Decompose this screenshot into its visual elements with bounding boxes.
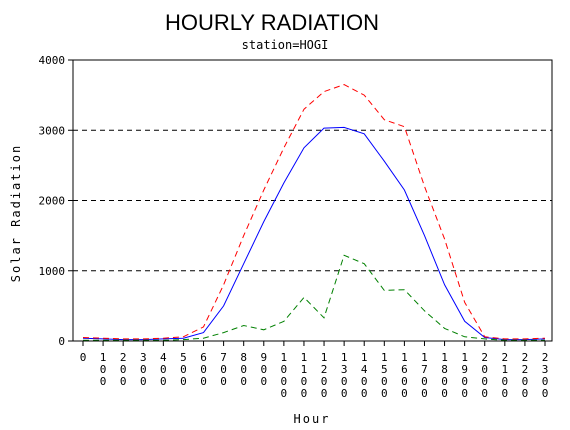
chart-title: HOURLY RADIATION [165, 10, 379, 35]
y-tick-label: 1000 [39, 265, 66, 278]
x-axis-label: Hour [294, 412, 331, 426]
series-line-3 [83, 254, 545, 341]
y-tick-label: 4000 [39, 54, 66, 67]
chart-subtitle: station=HOGI [242, 38, 329, 52]
series-line-2 [82, 84, 546, 340]
y-axis-label: Solar Radiation [9, 144, 23, 282]
series-line-1 [82, 126, 546, 341]
y-axis: 0 1000 2000 3000 4000 [39, 54, 73, 348]
x-tick-label: 0 [80, 351, 87, 364]
x-axis: 0 1 0 0 2 0 0 3 0 0 4 0 0 5 0 0 6 0 0 7 0 0 8 0 0 9 0 0 1 0 0 0 1 1 0 0 1 2 0 0… [80, 341, 549, 400]
series-group [82, 84, 546, 341]
y-tick-label: 2000 [39, 195, 66, 208]
y-tick-label: 3000 [39, 124, 66, 137]
y-tick-label: 0 [58, 335, 65, 348]
